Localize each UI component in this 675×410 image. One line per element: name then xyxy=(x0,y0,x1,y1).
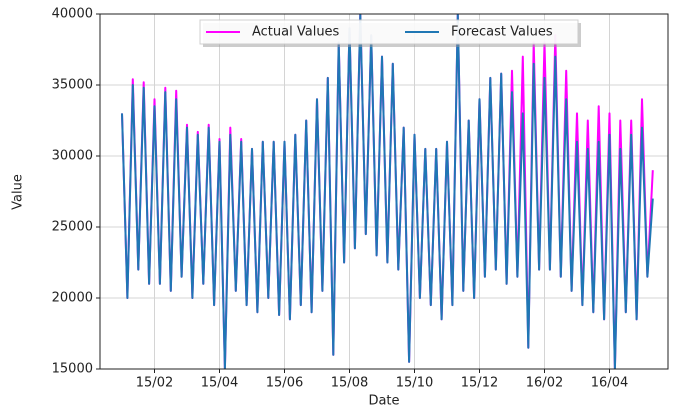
y-tick-label: 20000 xyxy=(52,291,93,306)
y-tick-label: 25000 xyxy=(52,220,93,235)
x-tick-label: 16/04 xyxy=(591,376,628,391)
series-line xyxy=(121,14,654,369)
legend-label: Actual Values xyxy=(252,25,340,40)
x-tick-label: 15/08 xyxy=(331,376,368,391)
x-tick-label: 15/04 xyxy=(201,376,238,391)
plot-frame xyxy=(99,13,669,370)
legend-box xyxy=(199,19,579,45)
series-line xyxy=(121,14,654,369)
x-tick-label: 15/12 xyxy=(461,376,498,391)
x-tick-label: 15/06 xyxy=(266,376,303,391)
y-tick-label: 35000 xyxy=(52,78,93,93)
x-axis-label: Date xyxy=(368,394,399,409)
y-axis-label: Value xyxy=(11,174,26,210)
y-tick-label: 40000 xyxy=(52,7,93,22)
x-tick-label: 15/10 xyxy=(396,376,433,391)
y-tick-label: 15000 xyxy=(52,362,93,377)
x-tick-label: 16/02 xyxy=(526,376,563,391)
legend-label: Forecast Values xyxy=(451,25,553,40)
y-tick-label: 30000 xyxy=(52,149,93,164)
x-tick-label: 15/02 xyxy=(136,376,173,391)
